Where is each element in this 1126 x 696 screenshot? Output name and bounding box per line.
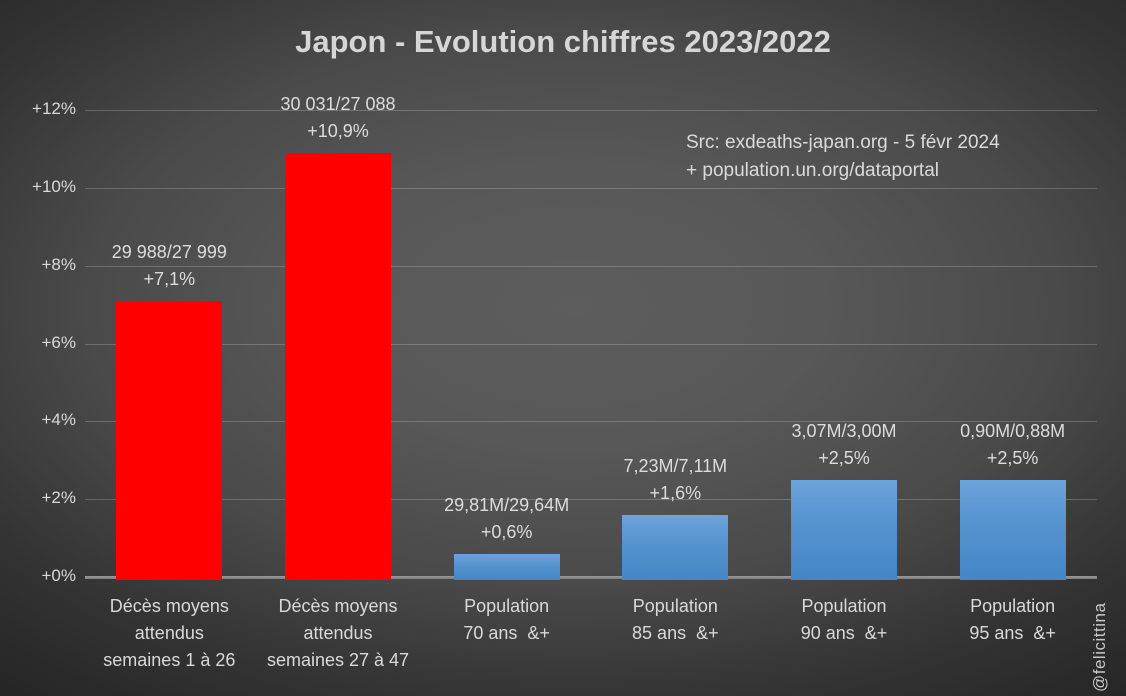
bar-ratio-text: 29,81M/29,64M	[444, 494, 570, 515]
bar-ratio-text: 0,90M/0,88M	[960, 420, 1066, 441]
bar-value-label: 3,07M/3,00M +2,5%	[724, 418, 964, 472]
bar-value-label: 29,81M/29,64M +0,6%	[387, 492, 627, 546]
y-tick-label: +8%	[41, 254, 77, 274]
bar-ratio-text: 7,23M/7,11M	[623, 455, 728, 476]
watermark-handle: @felicittina	[1090, 602, 1109, 692]
x-category-line: semaines 1 à 26	[103, 650, 236, 670]
source-note-line1: Src: exdeaths-japan.org - 5 févr 2024	[686, 132, 1000, 153]
gridline-+2%	[85, 499, 1097, 501]
gridline-+6%	[85, 343, 1097, 345]
gridline-+4%	[85, 421, 1097, 423]
chart-title: Japon - Evolution chiffres 2023/2022	[295, 24, 831, 59]
source-note-line2: + population.un.org/dataportal	[686, 160, 940, 181]
x-category-line: Population	[801, 596, 887, 616]
y-tick-label: +10%	[32, 176, 76, 196]
source-note: Src: exdeaths-japan.org - 5 févr 2024 + …	[686, 129, 1000, 185]
x-category-line: 90 ans &+	[800, 623, 888, 643]
bar-4	[622, 514, 729, 580]
bar-5	[791, 479, 897, 580]
x-category-line: attendus	[303, 623, 373, 643]
bar-percent-text: +2,5%	[818, 447, 870, 468]
x-category-line: 85 ans &+	[632, 623, 719, 643]
y-tick-label: +4%	[41, 410, 77, 430]
x-category-label: Population 90 ans &+	[749, 593, 939, 647]
x-category-line: attendus	[134, 623, 204, 643]
y-tick-label: +2%	[41, 488, 77, 508]
bar-value-label: 7,23M/7,11M +1,6%	[555, 453, 795, 507]
x-category-label: Décès moyens attendus semaines 1 à 26	[74, 593, 264, 674]
bar-ratio-text: 29 988/27 999	[111, 241, 227, 262]
x-axis-baseline	[85, 576, 1097, 579]
x-category-line: Décès moyens	[109, 596, 229, 616]
y-tick-label: +12%	[32, 99, 76, 118]
y-tick-label: +0%	[41, 566, 77, 585]
bar-percent-text: +2,5%	[986, 447, 1039, 468]
gridline-+10%	[85, 187, 1097, 189]
bar-6	[959, 479, 1066, 580]
bar-ratio-text: 3,07M/3,00M	[791, 420, 897, 441]
bar-3	[453, 553, 560, 580]
x-category-line: Population	[464, 596, 550, 616]
bar-percent-text: +10,9%	[307, 120, 369, 141]
x-category-line: Décès moyens	[278, 596, 398, 616]
x-category-line: Population	[632, 596, 718, 616]
bar-value-label: 0,90M/0,88M +2,5%	[893, 418, 1126, 472]
bar-value-label: 30 031/27 088 +10,9%	[218, 91, 458, 145]
gridline-+8%	[85, 265, 1097, 267]
y-tick-label: +6%	[41, 332, 77, 352]
bar-percent-text: +1,6%	[649, 482, 702, 503]
x-category-line: 95 ans &+	[969, 623, 1056, 643]
bar-value-label: 29 988/27 999 +7,1%	[49, 239, 289, 293]
gridline-+12%	[85, 110, 1097, 111]
bar-ratio-text: 30 031/27 088	[280, 93, 396, 114]
x-category-line: semaines 27 à 47	[266, 650, 410, 670]
x-category-label: Population 85 ans &+	[580, 593, 770, 647]
x-category-line: 70 ans &+	[463, 623, 550, 643]
x-category-label: Population 95 ans &+	[918, 593, 1108, 647]
bar-2	[285, 152, 391, 580]
x-category-label: Population 70 ans &+	[412, 593, 602, 647]
bar-percent-text: +7,1%	[143, 268, 196, 289]
bar-1	[116, 300, 223, 580]
x-category-line: Population	[970, 596, 1056, 616]
bar-percent-text: +0,6%	[480, 521, 533, 542]
x-category-label: Décès moyens attendus semaines 27 à 47	[243, 593, 433, 674]
